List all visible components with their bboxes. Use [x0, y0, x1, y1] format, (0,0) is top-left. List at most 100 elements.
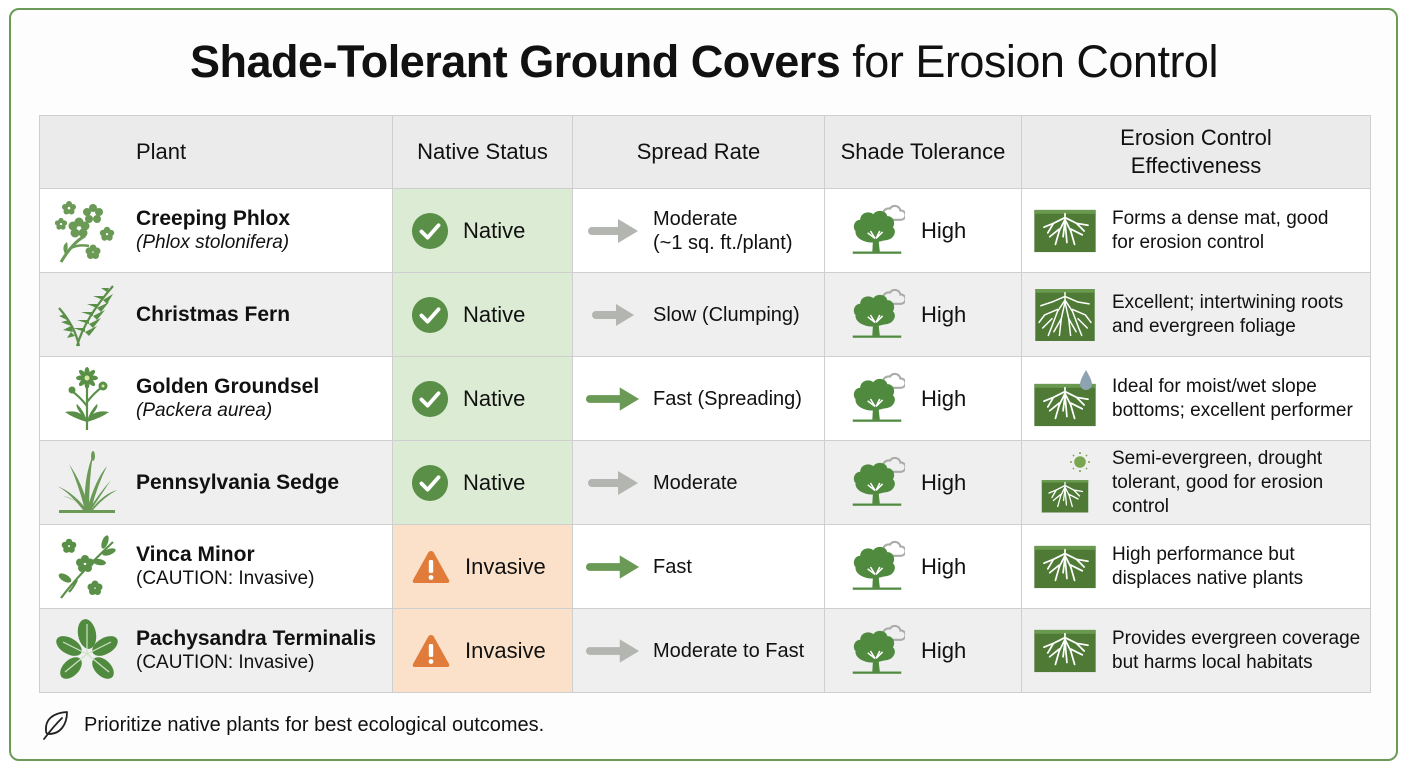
- arrow-right-short-icon: [585, 302, 641, 328]
- plant-name: Creeping Phlox: [136, 206, 291, 230]
- plant-caution-note: (CAUTION: Invasive): [136, 567, 315, 589]
- check-circle-icon: [411, 296, 449, 334]
- sedge-grass-icon: [52, 448, 122, 518]
- erosion-text-line: Ideal for moist/wet slope: [1112, 375, 1317, 397]
- plant-name: Christmas Fern: [136, 302, 291, 326]
- spread-rate-value: Fast (Spreading): [653, 387, 802, 410]
- arrow-right-icon: [585, 218, 641, 244]
- erosion-text-line: but harms local habitats: [1112, 651, 1313, 673]
- spread-rate-value: Slow (Clumping): [653, 303, 800, 326]
- plant-cell: Golden Groundsel (Packera aurea): [39, 356, 393, 441]
- plant-cell: Pennsylvania Sedge: [39, 440, 393, 525]
- roots-icon: [1034, 537, 1098, 597]
- spread-rate-cell: Moderate: [572, 440, 825, 525]
- ground-covers-table: Plant Native Status Spread Rate Shade To…: [39, 115, 1371, 693]
- native-status-cell: Native: [392, 356, 573, 441]
- shade-tolerance-cell: High: [824, 188, 1022, 273]
- arrow-right-green-icon: [585, 386, 641, 412]
- plant-cell: Christmas Fern: [39, 272, 393, 357]
- arrow-right-icon: [585, 638, 641, 664]
- spread-rate-value: Fast: [653, 555, 692, 578]
- vinca-flower-icon: [52, 532, 122, 602]
- plant-scientific-name: (Packera aurea): [136, 399, 273, 421]
- plant-name: Pennsylvania Sedge: [136, 470, 340, 494]
- header-erosion-line2: Effectiveness: [1130, 153, 1262, 178]
- spread-rate-value: Moderate: [653, 207, 738, 230]
- shade-tolerance-value: High: [921, 301, 967, 327]
- tree-cloud-icon: [849, 371, 905, 427]
- tree-cloud-icon: [849, 203, 905, 259]
- tree-cloud-icon: [849, 623, 905, 679]
- plant-caution-note: (CAUTION: Invasive): [136, 651, 315, 673]
- header-shade-tolerance: Shade Tolerance: [824, 115, 1022, 189]
- title-regular-part: for Erosion Control: [840, 36, 1218, 87]
- table-row: Creeping Phlox (Phlox stolonifera) Nativ…: [39, 188, 1371, 273]
- status-label: Invasive: [465, 637, 546, 663]
- arrow-right-icon: [585, 470, 641, 496]
- erosion-control-cell: Provides evergreen coverage but harms lo…: [1021, 608, 1371, 693]
- plant-cell: Vinca Minor (CAUTION: Invasive): [39, 524, 393, 609]
- shade-tolerance-cell: High: [824, 356, 1022, 441]
- erosion-control-cell: Semi-evergreen, drought tolerant, good f…: [1021, 440, 1371, 525]
- spread-rate-cell: Moderate to Fast: [572, 608, 825, 693]
- shade-tolerance-cell: High: [824, 440, 1022, 525]
- table-header-row: Plant Native Status Spread Rate Shade To…: [39, 115, 1371, 189]
- erosion-text-line: Provides evergreen coverage: [1112, 627, 1361, 649]
- erosion-text-line: High performance but: [1112, 543, 1295, 565]
- erosion-text-line: for erosion control: [1112, 231, 1265, 253]
- spread-rate-detail: (~1 sq. ft./plant): [653, 231, 793, 254]
- erosion-text-line: Forms a dense mat, good: [1112, 207, 1329, 229]
- shade-tolerance-value: High: [921, 553, 967, 579]
- plant-scientific-name: (Phlox stolonifera): [136, 231, 290, 253]
- spread-rate-cell: Fast (Spreading): [572, 356, 825, 441]
- table-row: Golden Groundsel (Packera aurea) Native: [39, 356, 1371, 441]
- header-spread-rate: Spread Rate: [572, 115, 825, 189]
- arrow-right-green-icon: [585, 554, 641, 580]
- table-row: Pennsylvania Sedge Native Moderate: [39, 440, 1371, 525]
- plant-cell: Creeping Phlox (Phlox stolonifera): [39, 188, 393, 273]
- erosion-text-line: and evergreen foliage: [1112, 315, 1296, 337]
- check-circle-icon: [411, 380, 449, 418]
- status-label: Native: [463, 217, 526, 243]
- shade-tolerance-cell: High: [824, 524, 1022, 609]
- spread-rate-cell: Moderate (~1 sq. ft./plant): [572, 188, 825, 273]
- native-status-cell: Native: [392, 272, 573, 357]
- erosion-control-cell: High performance but displaces native pl…: [1021, 524, 1371, 609]
- erosion-text-line: Semi-evergreen, drought: [1112, 447, 1323, 469]
- shade-tolerance-value: High: [921, 217, 967, 243]
- warning-triangle-icon: [411, 633, 451, 669]
- status-label: Native: [463, 385, 526, 411]
- erosion-control-cell: Ideal for moist/wet slope bottoms; excel…: [1021, 356, 1371, 441]
- title-bold-part: Shade-Tolerant Ground Covers: [190, 36, 841, 87]
- shade-tolerance-cell: High: [824, 272, 1022, 357]
- leaf-outline-icon: [40, 709, 72, 741]
- plant-cell: Pachysandra Terminalis (CAUTION: Invasiv…: [39, 608, 393, 693]
- pachysandra-leaf-icon: [52, 616, 122, 686]
- status-label: Native: [463, 469, 526, 495]
- plant-name: Golden Groundsel: [136, 374, 320, 398]
- header-erosion-control: Erosion Control Effectiveness: [1021, 115, 1371, 189]
- dense-roots-icon: [1034, 285, 1098, 345]
- page-title: Shade-Tolerant Ground Covers for Erosion…: [0, 36, 1408, 88]
- erosion-control-cell: Excellent; intertwining roots and evergr…: [1021, 272, 1371, 357]
- plant-name: Vinca Minor: [136, 542, 255, 566]
- erosion-text-line: displaces native plants: [1112, 567, 1304, 589]
- roots-icon: [1034, 201, 1098, 261]
- header-plant: Plant: [39, 115, 393, 189]
- spread-rate-value: Moderate: [653, 471, 738, 494]
- native-status-cell: Invasive: [392, 524, 573, 609]
- erosion-text-line: bottoms; excellent performer: [1112, 399, 1353, 421]
- status-label: Native: [463, 301, 526, 327]
- phlox-flower-icon: [52, 196, 122, 266]
- fern-icon: [52, 280, 122, 350]
- shade-tolerance-value: High: [921, 385, 967, 411]
- shade-tolerance-cell: High: [824, 608, 1022, 693]
- footer-note-text: Prioritize native plants for best ecolog…: [84, 713, 545, 736]
- native-status-cell: Invasive: [392, 608, 573, 693]
- table-row: Christmas Fern Native Slow (Clumping): [39, 272, 1371, 357]
- check-circle-icon: [411, 212, 449, 250]
- footer-note: Prioritize native plants for best ecolog…: [40, 709, 544, 741]
- groundsel-flower-icon: [52, 364, 122, 434]
- header-native-status: Native Status: [392, 115, 573, 189]
- erosion-control-cell: Forms a dense mat, good for erosion cont…: [1021, 188, 1371, 273]
